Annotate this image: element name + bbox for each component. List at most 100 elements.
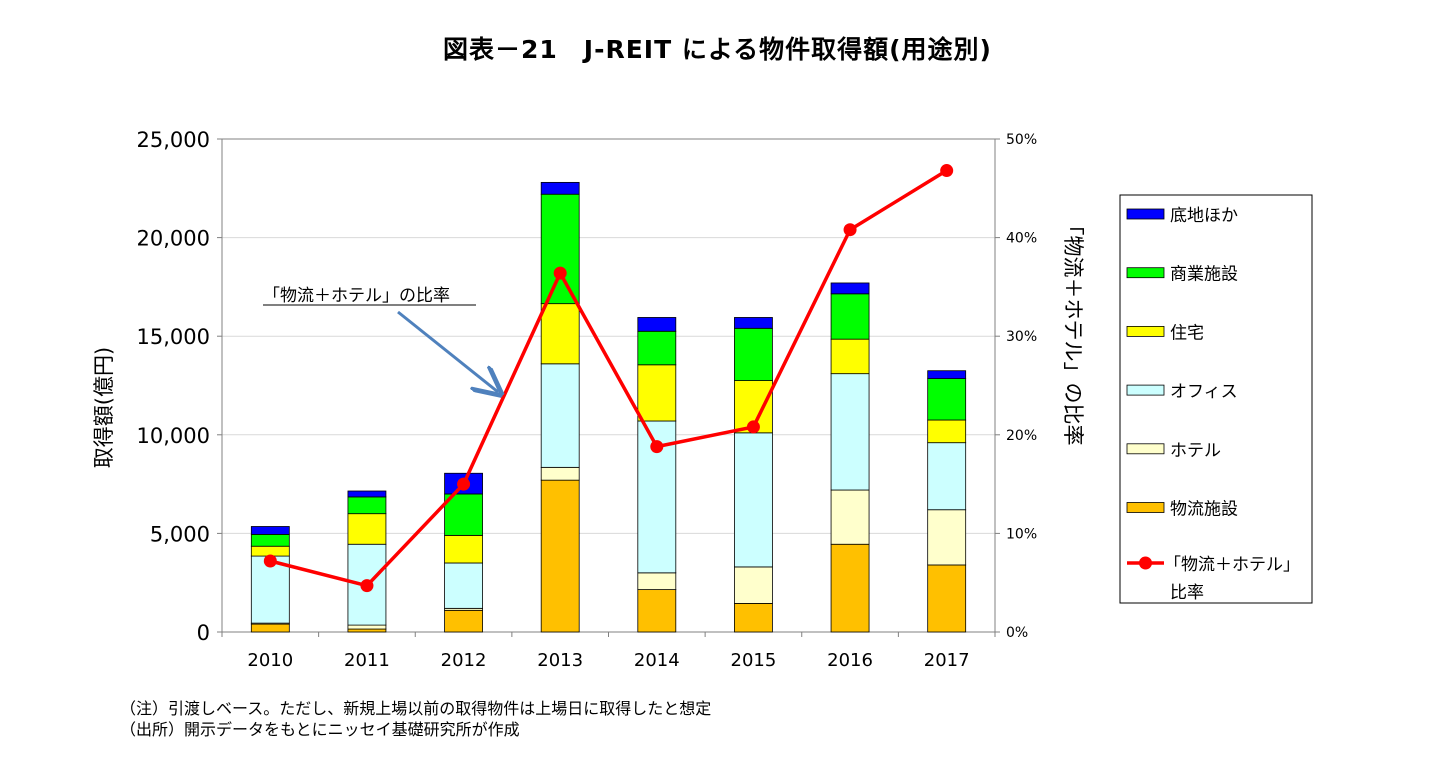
legend-swatch <box>1126 384 1165 396</box>
legend-swatch <box>1126 502 1165 513</box>
legend-swatch <box>1126 208 1165 220</box>
y-tick-label: 20,000 <box>137 227 210 251</box>
bar-segment <box>927 419 967 444</box>
bar-segment <box>927 370 967 379</box>
y-axis-title: 取得額(億円) <box>92 347 116 468</box>
bar-segment <box>830 338 870 375</box>
axes: 0 5,000 10,000 15,000 20,000 25,000 0% 10% 20% 30… <box>92 128 1085 671</box>
ratio-point <box>263 554 277 568</box>
note-line: （注）引渡しベース。ただし、新規上場以前の取得物件は上場日に取得したと想定 <box>120 699 712 718</box>
legend-swatch <box>1126 443 1165 455</box>
bar-segment <box>637 589 677 633</box>
legend-label: 住宅 <box>1170 323 1204 343</box>
bar-segment <box>927 564 967 633</box>
bar-segment <box>347 624 387 630</box>
bar-segment <box>347 490 387 498</box>
bar-segment <box>830 543 870 633</box>
x-tick-label: 2011 <box>344 650 390 671</box>
bar-segment <box>540 466 580 481</box>
bar-segment <box>734 317 773 329</box>
bar-segment <box>734 603 773 633</box>
bar-segment <box>734 566 773 604</box>
legend-swatch <box>1126 325 1165 337</box>
chart-title: 図表－21 J-REIT による物件取得額(用途別) <box>443 35 992 64</box>
legend-line-marker <box>1139 556 1152 570</box>
bar-segment <box>250 526 290 535</box>
y-tick-label: 0 <box>197 621 210 645</box>
x-tick-label: 2016 <box>827 650 873 671</box>
legend-label: オフィス <box>1170 382 1238 402</box>
bar-segment <box>250 623 290 633</box>
ratio-line <box>263 164 954 593</box>
bar-segment <box>540 181 580 195</box>
y2-axis-title: 「物流＋ホテル」の比率 <box>1061 215 1085 446</box>
annotation-arrow <box>397 310 498 392</box>
x-tick-label: 2017 <box>924 650 970 671</box>
source-notes: （注）引渡しベース。ただし、新規上場以前の取得物件は上場日に取得したと想定 （出… <box>120 698 711 740</box>
bar-segment <box>444 562 483 609</box>
legend-line-label-2: 比率 <box>1170 583 1204 603</box>
y2-tick-label: 20% <box>1006 428 1037 444</box>
source-line: （出所）開示データをもとにニッセイ基礎研究所が作成 <box>120 720 520 739</box>
y-tick-label: 10,000 <box>137 424 210 448</box>
ratio-point <box>553 266 567 280</box>
bar-segment <box>734 432 773 568</box>
y2-tick-label: 30% <box>1006 329 1037 345</box>
ratio-point <box>650 440 664 454</box>
bar-segment <box>540 303 580 365</box>
x-tick-label: 2012 <box>441 650 487 671</box>
y2-tick-label: 40% <box>1006 231 1037 247</box>
legend-box <box>1119 194 1313 604</box>
y2-tick-label: 50% <box>1006 132 1037 148</box>
legend-label: 物流施設 <box>1170 500 1238 520</box>
legend-swatch <box>1126 267 1165 279</box>
legend-label: 底地ほか <box>1170 206 1238 226</box>
annotation-label: 「物流＋ホテル」の比率 <box>263 286 450 306</box>
ratio-point <box>360 579 374 593</box>
bar-segment <box>347 513 387 545</box>
bar-segment <box>637 317 677 332</box>
ratio-point <box>940 164 954 178</box>
legend-line-label: 「物流＋ホテル」 <box>1164 555 1300 575</box>
bar-segment <box>927 442 967 511</box>
annotation: 「物流＋ホテル」の比率 <box>263 286 498 392</box>
bar-segment <box>830 293 870 340</box>
bar-segment <box>444 609 483 633</box>
x-tick-label: 2015 <box>731 650 777 671</box>
legend-label: 商業施設 <box>1170 265 1238 285</box>
ratio-point <box>843 223 857 237</box>
y-tick-label: 15,000 <box>137 325 210 349</box>
x-tick-label: 2014 <box>634 650 680 671</box>
y2-tick-label: 0% <box>1006 625 1028 641</box>
bar-segment <box>830 489 870 545</box>
y-tick-label: 5,000 <box>150 522 210 546</box>
bar-segment <box>347 628 387 633</box>
x-tick-label: 2013 <box>537 650 583 671</box>
ratio-line-path <box>269 169 948 588</box>
bar-segment <box>444 493 483 536</box>
y-tick-label: 25,000 <box>137 128 210 152</box>
bar-segment <box>927 509 967 566</box>
ratio-point <box>457 477 471 491</box>
x-tick-label: 2010 <box>247 650 293 671</box>
bar-segment <box>830 373 870 491</box>
bar-segment <box>540 193 580 305</box>
bar-segment <box>830 282 870 295</box>
bar-segment <box>540 363 580 468</box>
bar-segment <box>734 327 773 381</box>
bar-segment <box>927 378 967 421</box>
y2-tick-label: 10% <box>1006 526 1037 542</box>
bar-segment <box>250 533 290 547</box>
bar-segment <box>637 364 677 422</box>
bar-segment <box>637 572 677 591</box>
bar-segment <box>637 330 677 366</box>
bars <box>250 181 967 633</box>
bar-segment <box>347 496 387 515</box>
ratio-point <box>746 420 760 434</box>
legend-label: ホテル <box>1170 441 1221 461</box>
bar-segment <box>540 479 580 633</box>
gridlines <box>222 237 995 534</box>
bar-segment <box>444 534 483 564</box>
